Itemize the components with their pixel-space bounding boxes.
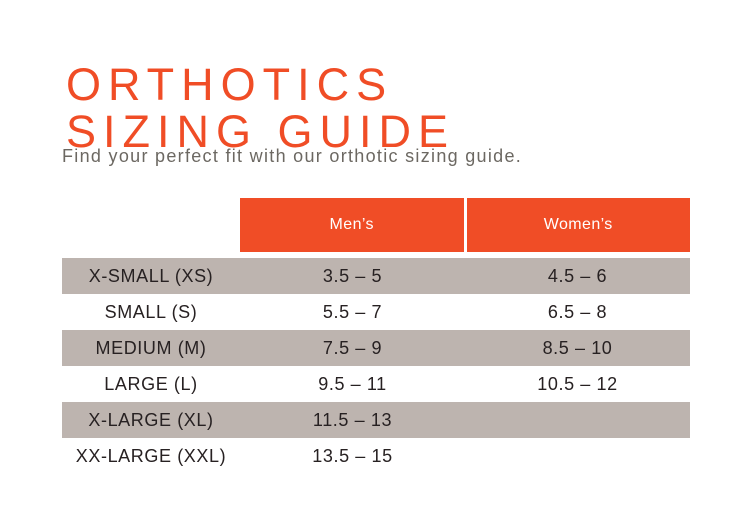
mens-range: 13.5 – 15 xyxy=(312,445,393,466)
column-header-womens: Women’s xyxy=(466,198,690,252)
table-body: X-SMALL (XS) 3.5 – 5 4.5 – 6 SMALL (S) 5… xyxy=(62,258,690,474)
table-row-small: SMALL (S) 5.5 – 7 6.5 – 8 xyxy=(62,294,690,330)
size-label: XX-LARGE (XXL) xyxy=(75,445,227,466)
header-spacer-cell xyxy=(62,198,240,252)
womens-range: 4.5 – 6 xyxy=(547,265,608,286)
mens-range: 11.5 – 13 xyxy=(312,409,393,430)
column-header-mens: Men’s xyxy=(240,198,464,252)
size-label: SMALL (S) xyxy=(104,301,198,322)
table-header-row: Men’s Women’s xyxy=(62,198,690,252)
womens-range: 8.5 – 10 xyxy=(542,337,613,358)
size-label: X-LARGE (XL) xyxy=(88,409,214,430)
table-row-xlarge: X-LARGE (XL) 11.5 – 13 xyxy=(62,402,690,438)
size-label: MEDIUM (M) xyxy=(95,337,207,358)
sizing-table: Men’s Women’s X-SMALL (XS) 3.5 – 5 4.5 –… xyxy=(62,198,690,474)
size-label: X-SMALL (XS) xyxy=(88,265,214,286)
mens-range: 5.5 – 7 xyxy=(322,301,383,322)
page-title-line1: ORTHOTICS xyxy=(66,59,394,111)
table-row-medium: MEDIUM (M) 7.5 – 9 8.5 – 10 xyxy=(62,330,690,366)
page-subtitle: Find your perfect fit with our orthotic … xyxy=(62,146,523,166)
size-label: LARGE (L) xyxy=(104,373,198,394)
table-row-large: LARGE (L) 9.5 – 11 10.5 – 12 xyxy=(62,366,690,402)
womens-range: 6.5 – 8 xyxy=(547,301,608,322)
womens-range: 10.5 – 12 xyxy=(537,373,618,394)
mens-range: 9.5 – 11 xyxy=(318,373,387,394)
table-row-xsmall: X-SMALL (XS) 3.5 – 5 4.5 – 6 xyxy=(62,258,690,294)
mens-range: 7.5 – 9 xyxy=(322,337,383,358)
mens-range: 3.5 – 5 xyxy=(322,265,383,286)
page-title-line2: SIZING GUIDE xyxy=(66,106,456,158)
page-title: ORTHOTICS SIZING GUIDE xyxy=(66,61,455,155)
table-row-xxlarge: XX-LARGE (XXL) 13.5 – 15 xyxy=(62,438,690,474)
